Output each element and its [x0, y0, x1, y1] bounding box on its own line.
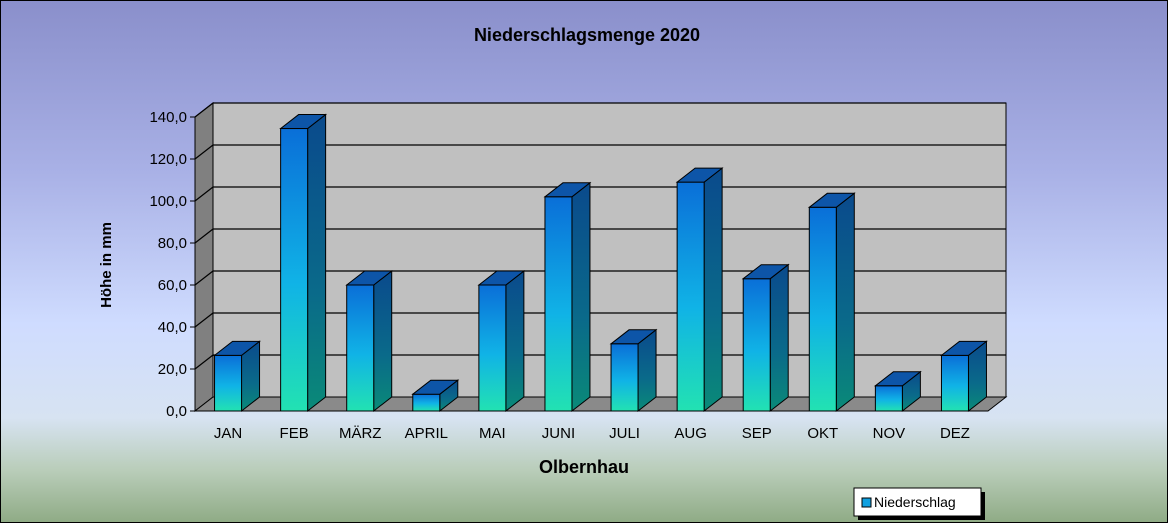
y-tick-label: 20,0	[158, 361, 187, 378]
x-tick-label: DEZ	[940, 425, 970, 442]
x-tick-label: OKT	[807, 425, 838, 442]
bar-front	[280, 128, 309, 412]
bar-side	[835, 192, 855, 413]
plot-area: 0,0 20,0 40,0 60,0 80,0 100,0 120,0 140,0 JAN FEB…	[149, 101, 1008, 442]
bar-top	[940, 340, 988, 356]
y-tick-label: 0,0	[166, 403, 187, 420]
bar-front	[214, 354, 243, 412]
y-axis-title: Höhe in mm	[98, 222, 115, 308]
x-tick-label: NOV	[873, 425, 906, 442]
x-tick-label: JULI	[609, 425, 640, 442]
y-tick-label: 60,0	[158, 277, 187, 294]
y-tick-label: 140,0	[149, 109, 187, 126]
bar-front	[874, 385, 903, 412]
bar-front	[412, 393, 441, 412]
bar	[609, 328, 658, 413]
y-tick-label: 120,0	[149, 151, 187, 168]
gridline	[194, 270, 1006, 286]
bar-top	[213, 340, 261, 356]
bar-front	[544, 196, 573, 412]
bar	[807, 192, 856, 413]
gridline	[194, 354, 1006, 370]
bar-top	[741, 264, 790, 280]
bar-front	[808, 206, 837, 412]
bar	[345, 269, 394, 413]
plot-side-wall	[194, 101, 214, 413]
bar-front	[346, 284, 375, 412]
x-tick-label: FEB	[280, 425, 309, 442]
bar	[940, 340, 988, 413]
bar-side	[571, 181, 591, 413]
gridline	[194, 144, 1006, 160]
bar-front	[478, 284, 507, 412]
bar-top	[411, 379, 460, 395]
bar-front	[742, 278, 771, 412]
bar	[873, 370, 922, 413]
legend-box	[853, 487, 982, 517]
plot-back-wall	[212, 102, 1007, 398]
bar	[477, 269, 526, 413]
bar	[741, 263, 790, 413]
gridline	[194, 186, 1006, 202]
bar	[675, 167, 724, 413]
bar-side	[769, 263, 789, 413]
bar	[411, 379, 460, 413]
bar	[213, 340, 261, 413]
bar-top	[807, 192, 856, 208]
gridline	[194, 312, 1006, 328]
x-axis-title: Olbernhau	[539, 457, 629, 477]
legend: Niederschlag	[853, 487, 985, 520]
bar-side	[505, 269, 525, 413]
x-tick-label: MAI	[479, 425, 506, 442]
plot-floor	[193, 396, 1008, 412]
bar-top	[543, 182, 592, 198]
y-tick-label: 80,0	[158, 235, 187, 252]
chart-title: Niederschlagsmenge 2020	[474, 25, 700, 45]
y-tick-label: 100,0	[149, 193, 187, 210]
bar	[543, 181, 592, 413]
bar-top	[345, 270, 394, 286]
legend-label: Niederschlag	[874, 494, 956, 510]
x-tick-label: MÄRZ	[339, 425, 382, 442]
bar-side	[703, 167, 723, 413]
x-tick-label: JAN	[214, 425, 242, 442]
x-tick-label: APRIL	[405, 425, 448, 442]
bar-front	[940, 354, 969, 412]
legend-swatch	[861, 497, 872, 508]
bar-top	[609, 329, 658, 345]
bar-top	[675, 167, 724, 183]
bar-top	[873, 371, 922, 387]
x-tick-label: JUNI	[542, 425, 575, 442]
bar-side	[373, 269, 393, 413]
gridline	[194, 228, 1006, 244]
bar	[279, 113, 328, 413]
bar-top	[477, 270, 526, 286]
bar-front	[610, 343, 639, 412]
y-tick-label: 40,0	[158, 319, 187, 336]
x-tick-label: AUG	[674, 425, 707, 442]
gridline	[194, 102, 1006, 118]
x-tick-label: SEP	[742, 425, 772, 442]
bar-side	[307, 113, 327, 413]
bar-front	[676, 181, 705, 412]
bar-top	[279, 114, 328, 130]
